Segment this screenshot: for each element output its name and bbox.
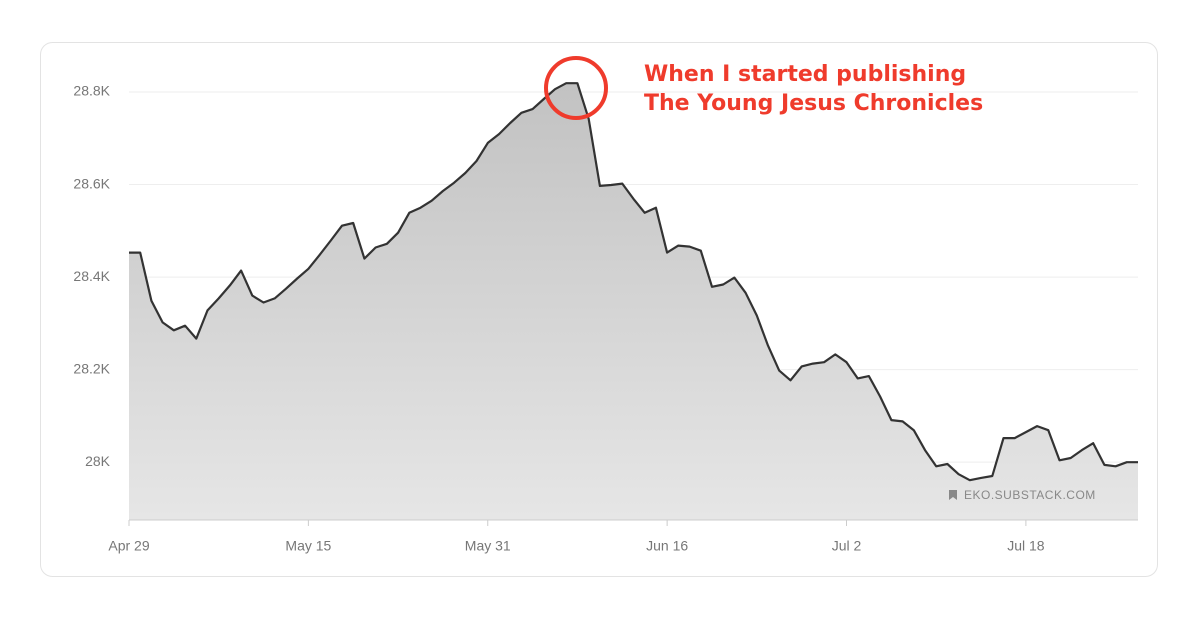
watermark-icon [949,490,957,500]
x-tick-label: May 31 [465,538,511,554]
annotation: When I started publishing [644,62,966,87]
x-tick-label: Jul 2 [832,538,862,554]
x-tick-label: Jul 18 [1007,538,1045,554]
line [129,82,1138,482]
y-tick-label: 28.8K [73,83,110,99]
y-tick-label: 28K [85,453,111,469]
plot: Apr 29 May 15 May 31 Jun 16 Jul 2 Jul 18 [108,82,1138,554]
x-tick-label: May 15 [285,538,331,554]
x-tick-label: Jun 16 [646,538,688,554]
highlight-circle [544,56,608,120]
y-tick-label: 28.4K [73,268,110,284]
y-tick-label: 28.2K [73,360,110,376]
y-tick-label: 28.6K [73,175,110,191]
annotation: The Young Jesus Chronicles [644,91,983,116]
watermark: EKO.SUBSTACK.COM [964,488,1096,502]
x-tick-label: Apr 29 [108,538,149,554]
